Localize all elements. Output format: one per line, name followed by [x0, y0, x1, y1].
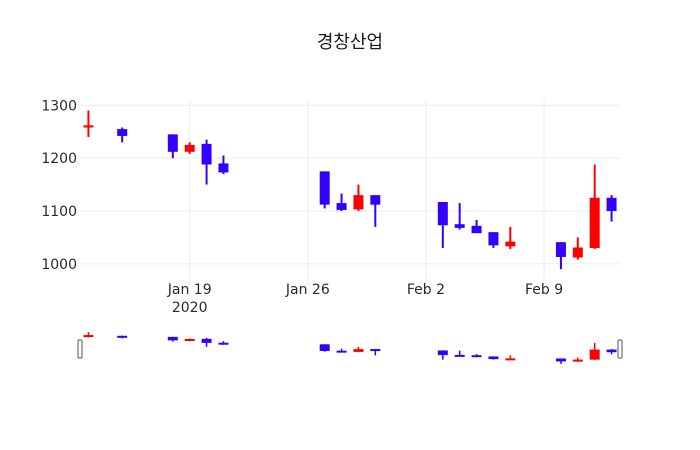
- candle-body: [218, 163, 229, 173]
- x-tick-label: Jan 26: [285, 282, 330, 298]
- slider-candle-body: [370, 349, 381, 352]
- slider-candle-body: [454, 354, 465, 357]
- y-tick-label: 1100: [41, 204, 77, 220]
- candle-body: [437, 202, 448, 226]
- slider-candle-body: [201, 338, 212, 343]
- slider-candle-body: [336, 350, 347, 353]
- candle-body: [488, 232, 499, 246]
- slider-candle-body: [353, 349, 364, 352]
- slider-candle-body: [83, 335, 94, 338]
- y-axis: 1000 1100 1200 1300: [41, 98, 77, 273]
- slider-candle-body: [555, 358, 566, 362]
- candle-body: [370, 195, 381, 205]
- chart-title: 경창산업: [317, 32, 383, 53]
- candle-body: [471, 225, 482, 234]
- slider-candle-body: [606, 349, 617, 353]
- x-axis: Jan 19 2020 Jan 26 Feb 2 Feb 9: [167, 282, 563, 316]
- y-tick-label: 1200: [41, 151, 77, 167]
- slider-candle-body: [488, 356, 499, 360]
- candle-body: [505, 241, 516, 247]
- candle-body: [319, 171, 330, 205]
- slider-candle-body: [471, 355, 482, 358]
- y-tick-label: 1300: [41, 98, 77, 114]
- candle-body: [184, 144, 195, 152]
- x-tick-label: Jan 19: [167, 282, 212, 298]
- slider-candle-body: [437, 350, 448, 356]
- slider-candle-body: [184, 339, 195, 341]
- candle-body: [555, 242, 566, 257]
- candle-body: [454, 224, 465, 228]
- candle-body: [201, 143, 212, 165]
- candle-body: [336, 203, 347, 210]
- x-tick-label: Feb 9: [525, 282, 563, 298]
- candles: [83, 110, 617, 270]
- grid: [80, 100, 620, 285]
- x-tick-label: Feb 2: [407, 282, 445, 298]
- range-slider[interactable]: [77, 332, 623, 364]
- candle-body: [167, 134, 178, 152]
- candle-body: [117, 129, 128, 136]
- candle-body: [353, 195, 364, 210]
- candle-body: [589, 197, 600, 248]
- slider-candle-body: [505, 358, 516, 361]
- range-slider-right-handle[interactable]: [617, 339, 623, 359]
- slider-candle-body: [589, 349, 600, 360]
- range-slider-left-handle[interactable]: [77, 339, 83, 359]
- slider-candle-body: [117, 335, 128, 338]
- candle-body: [83, 125, 94, 128]
- slider-candle-body: [319, 344, 330, 351]
- x-tick-year-label: 2020: [172, 300, 208, 316]
- slider-candle-body: [167, 336, 178, 341]
- candle-body: [606, 197, 617, 211]
- y-tick-label: 1000: [41, 257, 77, 273]
- slider-candle-body: [572, 359, 583, 362]
- slider-candle-body: [218, 342, 229, 345]
- candle-body: [572, 247, 583, 258]
